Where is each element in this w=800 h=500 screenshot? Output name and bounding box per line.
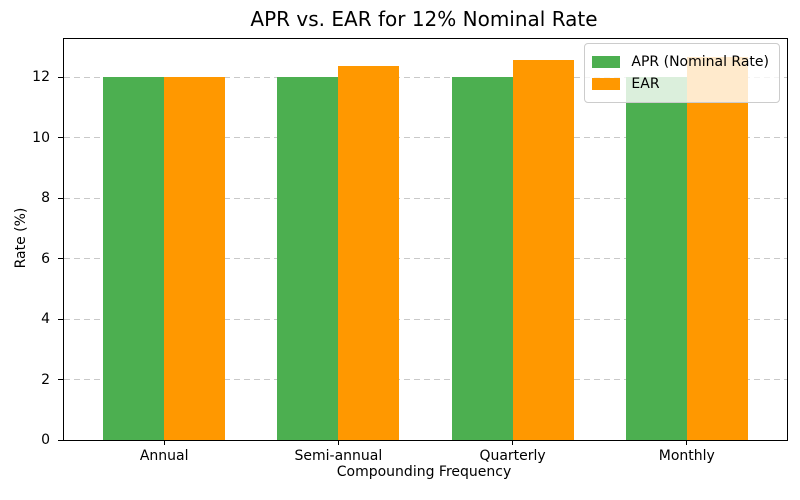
xtick-label-annual: Annual	[139, 448, 189, 464]
ytick-mark-12	[58, 76, 63, 78]
bar-apr-quarterly	[451, 77, 513, 440]
x-axis-label: Compounding Frequency	[336, 464, 512, 480]
xtick-label-quarterly: Quarterly	[479, 448, 546, 464]
xtick-mark-quarterly	[512, 440, 514, 445]
xtick-label-semi-annual: Semi-annual	[294, 448, 383, 464]
ytick-label-12: 12	[32, 69, 50, 86]
xtick-label-monthly: Monthly	[658, 448, 715, 464]
ytick-label-2: 2	[41, 371, 50, 388]
ytick-label-10: 10	[32, 129, 50, 146]
gridline-y6	[64, 258, 787, 260]
ytick-mark-2	[58, 379, 63, 381]
ytick-mark-4	[58, 318, 63, 320]
legend-label: EAR	[631, 76, 660, 92]
ytick-mark-10	[58, 137, 63, 139]
legend: APR (Nominal Rate) EAR	[584, 43, 780, 103]
legend-swatch-icon	[592, 56, 621, 68]
xtick-mark-annual	[163, 440, 165, 445]
gridline-y4	[64, 318, 787, 320]
ytick-mark-6	[58, 258, 63, 260]
gridline-y10	[64, 137, 787, 139]
legend-item-apr: APR (Nominal Rate)	[592, 51, 769, 73]
bar-apr-annual	[103, 77, 165, 440]
bar-apr-semi-annual	[277, 77, 339, 440]
ytick-label-6: 6	[41, 250, 50, 267]
gridline-y2	[64, 379, 787, 381]
bar-ear-monthly	[686, 56, 748, 440]
plot-area: APR (Nominal Rate) EAR 0 2 4 6 8 10 12 Annual Sem…	[32, 38, 788, 464]
ytick-label-0: 0	[41, 432, 50, 448]
xtick-mark-semi-annual	[337, 440, 339, 445]
legend-swatch-icon	[592, 78, 621, 90]
bar-ear-annual	[164, 77, 226, 440]
ytick-mark-8	[58, 197, 63, 199]
legend-item-ear: EAR	[592, 73, 769, 95]
legend-label: APR (Nominal Rate)	[631, 54, 769, 70]
gridline-y8	[64, 197, 787, 199]
xtick-mark-monthly	[686, 440, 688, 445]
bar-ear-semi-annual	[338, 66, 400, 440]
ytick-label-8: 8	[41, 190, 50, 207]
ytick-mark-0	[58, 439, 63, 441]
bar-apr-monthly	[625, 77, 687, 440]
ytick-label-4: 4	[41, 311, 50, 328]
chart-title: APR vs. EAR for 12% Nominal Rate	[250, 7, 598, 31]
gridline-y12	[64, 76, 787, 78]
bar-ear-quarterly	[512, 60, 574, 440]
